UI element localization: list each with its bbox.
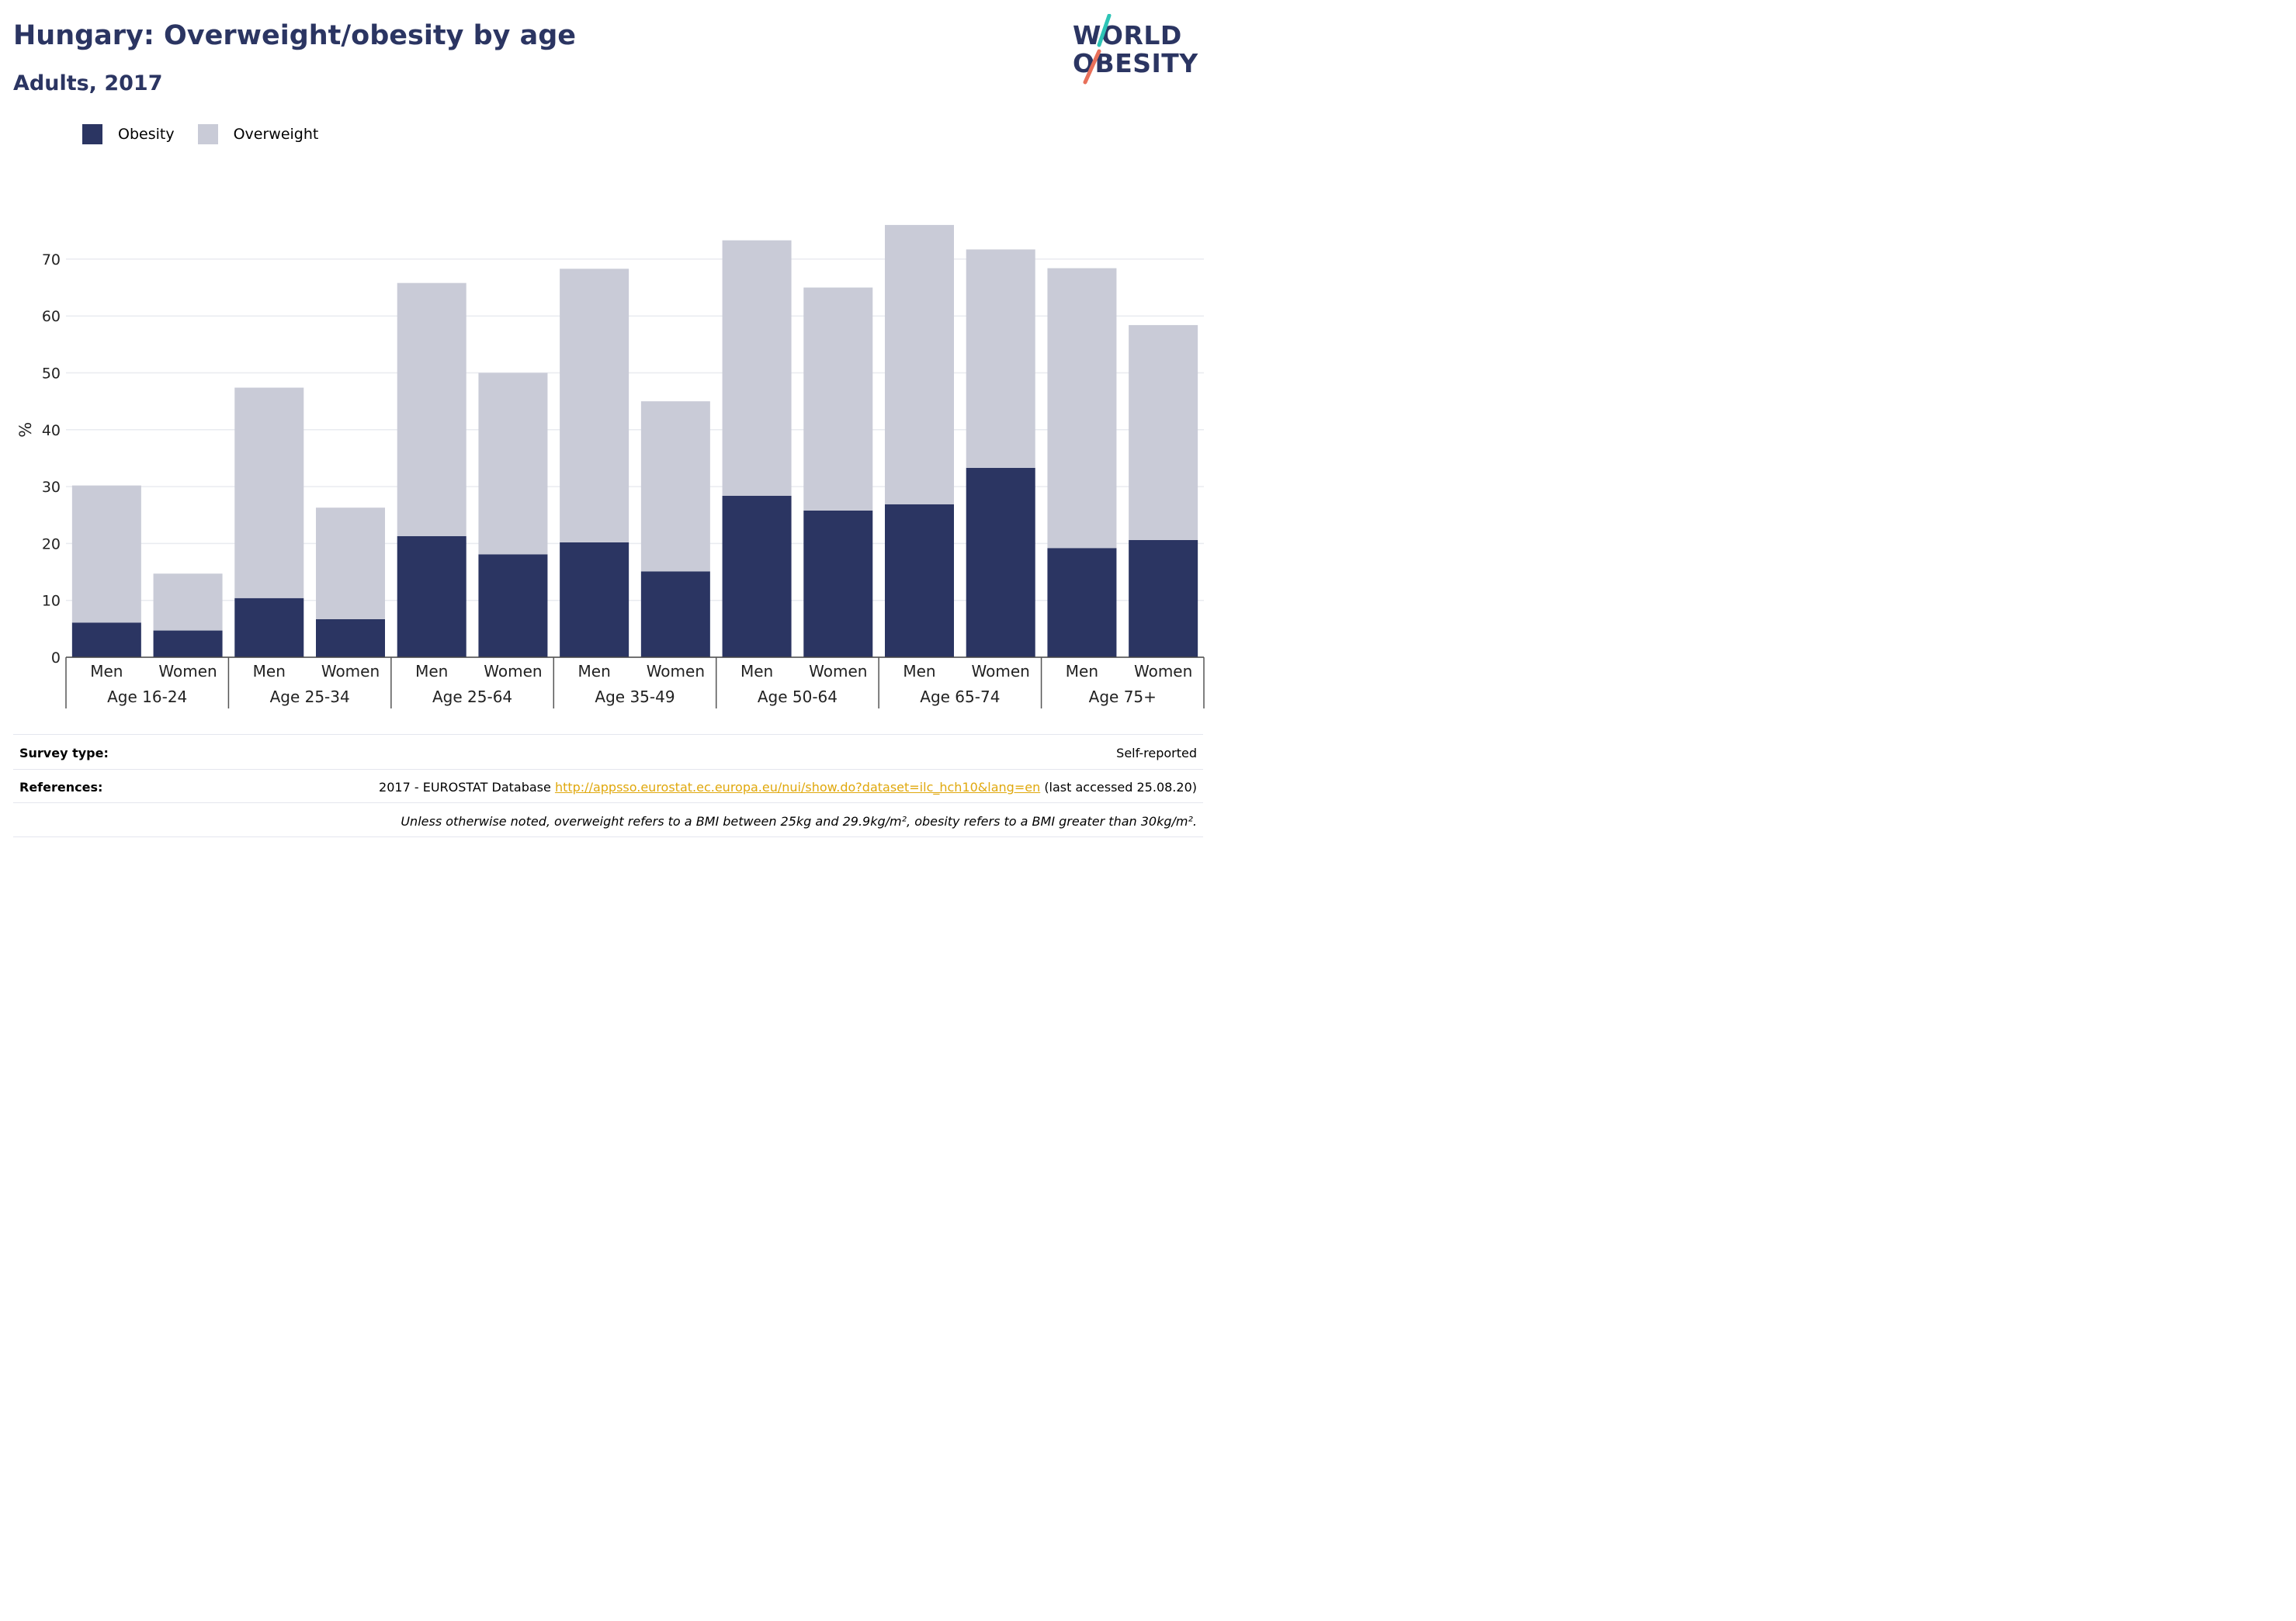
x-tick-label: Men	[578, 662, 611, 681]
bar-obesity-segment	[1047, 548, 1117, 657]
bar-overweight-segment	[966, 249, 1035, 468]
y-tick-label: 50	[42, 365, 61, 383]
bar-overweight-segment	[803, 287, 873, 511]
bar-overweight-segment	[722, 240, 792, 496]
references-suffix: (last accessed 25.08.20)	[1044, 780, 1197, 795]
legend-swatch-overweight	[197, 124, 218, 144]
x-tick-label: Men	[740, 662, 773, 681]
group-label: Age 25-34	[270, 688, 350, 706]
group-label: Age 25-64	[432, 688, 512, 706]
group-label: Age 75+	[1089, 688, 1157, 706]
y-tick-label: 0	[51, 649, 61, 667]
bar-obesity-segment	[316, 618, 385, 657]
info-divider	[13, 802, 1203, 803]
x-tick-label: Men	[903, 662, 935, 681]
bar-overweight-segment	[234, 387, 304, 598]
y-tick-label: 40	[42, 422, 61, 439]
legend-label-overweight: Overweight	[233, 126, 319, 143]
references-prefix: 2017 - EUROSTAT Database	[379, 780, 551, 795]
x-tick-label: Women	[1134, 662, 1192, 681]
bar-overweight-segment	[1129, 324, 1198, 541]
bar-obesity-segment	[803, 510, 873, 657]
bar-overweight-segment	[153, 573, 223, 631]
bar-overweight-segment	[885, 224, 954, 504]
y-tick-label: 20	[42, 535, 61, 552]
x-tick-label: Men	[90, 662, 123, 681]
stacked-bar-chart: 0 10 20 30 40 50 60 70% Men Women Men Women Men Women…	[16, 224, 1205, 708]
info-divider	[13, 769, 1203, 770]
bar-obesity-segment	[640, 571, 710, 657]
bar-overweight-segment	[1047, 268, 1117, 549]
bar-obesity-segment	[478, 554, 548, 657]
bar-obesity-segment	[885, 504, 954, 657]
survey-type-value: Self-reported	[1116, 746, 1197, 760]
group-label: Age 16-24	[107, 688, 187, 706]
x-tick-label: Women	[321, 662, 380, 681]
group-label: Age 50-64	[758, 688, 838, 706]
references-link[interactable]: http://appsso.eurostat.ec.europa.eu/nui/…	[554, 780, 1041, 795]
logo-slash-icon	[1083, 14, 1112, 85]
legend-label-obesity: Obesity	[118, 126, 175, 143]
definition-note: Unless otherwise noted, overweight refer…	[401, 814, 1197, 829]
legend-swatch-obesity	[82, 124, 102, 144]
group-label: Age 65-74	[920, 688, 1000, 706]
bar-overweight-segment	[478, 372, 548, 555]
info-divider	[13, 734, 1203, 735]
bar-obesity-segment	[1129, 540, 1198, 657]
info-divider	[13, 836, 1203, 837]
bar-obesity-segment	[966, 467, 1035, 657]
bar-obesity-segment	[71, 622, 141, 657]
chart-legend: Obesity Overweight	[82, 123, 342, 146]
bar-overweight-segment	[560, 268, 629, 542]
bar-obesity-segment	[234, 597, 304, 657]
y-tick-label: 70	[42, 251, 61, 268]
chart-subtitle: Adults, 2017	[13, 71, 163, 95]
y-tick-label: 60	[42, 308, 61, 325]
x-tick-label: Women	[484, 662, 542, 681]
y-tick-label: 30	[42, 479, 61, 496]
chart-title: Hungary: Overweight/obesity by age	[13, 20, 577, 51]
bar-overweight-segment	[397, 282, 466, 536]
bar-overweight-segment	[640, 401, 710, 572]
logo-line-world: WORLD	[1073, 20, 1182, 50]
x-tick-label: Men	[415, 662, 448, 681]
legend-item-obesity: Obesity	[82, 124, 175, 144]
x-tick-label: Women	[972, 662, 1030, 681]
x-tick-label: Men	[253, 662, 286, 681]
bar-obesity-segment	[722, 495, 792, 657]
y-tick-label: 10	[42, 593, 61, 610]
bar-overweight-segment	[71, 485, 141, 623]
survey-type-label: Survey type:	[19, 746, 109, 760]
x-tick-label: Women	[647, 662, 705, 681]
references-label: References:	[19, 780, 103, 795]
group-label: Age 35-49	[595, 688, 675, 706]
references-value: 2017 - EUROSTAT Database http://appsso.e…	[379, 780, 1197, 795]
x-tick-label: Men	[1066, 662, 1098, 681]
x-tick-label: Women	[158, 662, 217, 681]
bar-obesity-segment	[397, 535, 466, 657]
legend-item-overweight: Overweight	[197, 124, 319, 144]
y-axis-label: %	[16, 422, 35, 438]
bar-obesity-segment	[560, 542, 629, 657]
bar-overweight-segment	[316, 507, 385, 619]
bar-obesity-segment	[153, 630, 223, 657]
x-tick-label: Women	[809, 662, 867, 681]
world-obesity-logo: WORLD OBESITY	[1073, 14, 1209, 85]
